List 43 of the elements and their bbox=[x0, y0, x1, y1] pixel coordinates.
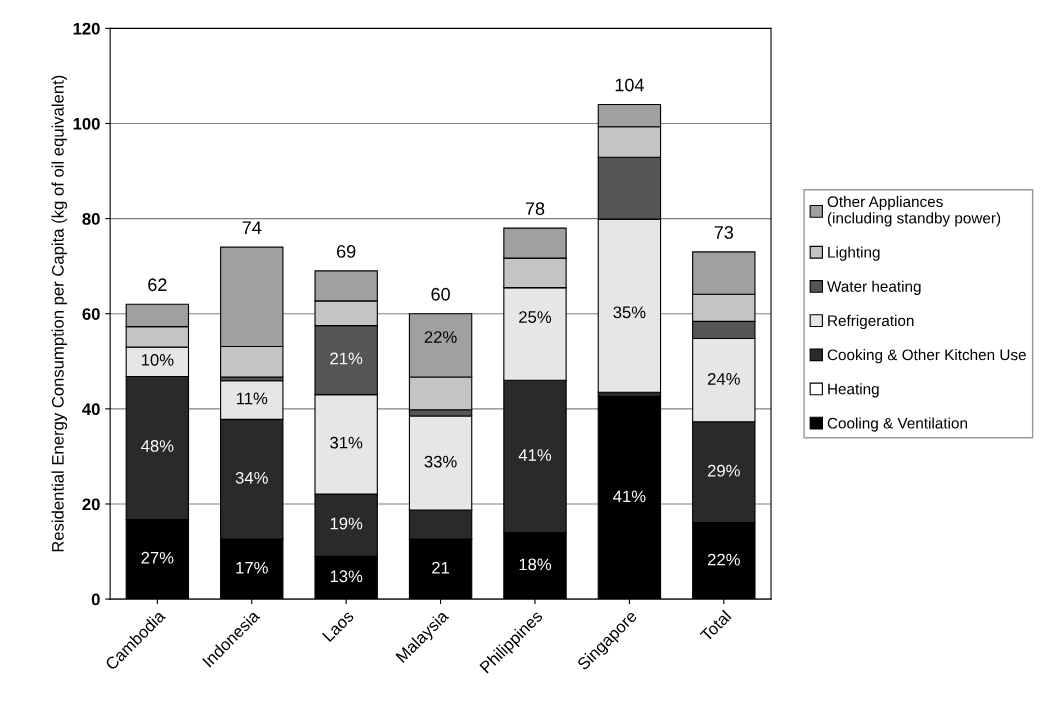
legend-label: Lighting bbox=[828, 246, 880, 261]
annotation: 22% bbox=[707, 553, 740, 566]
total-label: 104 bbox=[615, 78, 644, 92]
total-label: 73 bbox=[714, 226, 734, 239]
annotation: 41% bbox=[613, 490, 646, 503]
legend-label: Water heating bbox=[827, 280, 921, 295]
annotation: 48% bbox=[141, 440, 174, 452]
y-axis-title: Residential Energy Consumption per Capita (kg of oil equivalent) bbox=[51, 75, 68, 552]
total-label: 74 bbox=[242, 221, 262, 234]
total-label: 69 bbox=[337, 245, 356, 258]
annotation: 41% bbox=[518, 449, 552, 461]
y-tick-label: 100 bbox=[73, 117, 100, 130]
annotation: 25% bbox=[519, 311, 552, 323]
annotation: 19% bbox=[330, 517, 363, 530]
annotation: 35% bbox=[613, 306, 646, 319]
annotation: 18% bbox=[519, 558, 552, 571]
legend-label: Refrigeration bbox=[828, 314, 914, 330]
annotation: 13% bbox=[330, 570, 363, 583]
annotation: 21 bbox=[432, 561, 450, 574]
legend-label: Other Appliances (including standby power) bbox=[827, 195, 1001, 227]
annotation: 11% bbox=[236, 392, 268, 405]
annotation: 29% bbox=[707, 464, 740, 477]
legend-label: Cooking & Other Kitchen Use bbox=[827, 349, 1026, 364]
legend-label: Heating bbox=[828, 383, 879, 398]
annotation: 17% bbox=[236, 561, 268, 574]
y-tick-label: 60 bbox=[82, 308, 100, 320]
total-label: 62 bbox=[148, 278, 167, 292]
y-tick-label: 120 bbox=[73, 22, 100, 35]
annotation: 31% bbox=[330, 436, 363, 449]
annotation: 10% bbox=[141, 353, 174, 366]
total-label: 60 bbox=[431, 287, 450, 301]
annotation: 22% bbox=[424, 331, 457, 343]
annotation: 27% bbox=[141, 551, 174, 564]
annotation: 33% bbox=[424, 455, 457, 468]
y-tick-label: 80 bbox=[82, 213, 100, 225]
y-tick-label: 20 bbox=[82, 498, 100, 511]
y-tick-label: 40 bbox=[82, 403, 100, 416]
annotation: 21% bbox=[330, 352, 363, 365]
legend-label: Cooling & Ventilation bbox=[827, 417, 967, 432]
total-label: 78 bbox=[525, 202, 545, 216]
annotation: 24% bbox=[707, 372, 740, 385]
annotation: 34% bbox=[235, 471, 268, 484]
y-tick-label: 0 bbox=[91, 593, 100, 606]
